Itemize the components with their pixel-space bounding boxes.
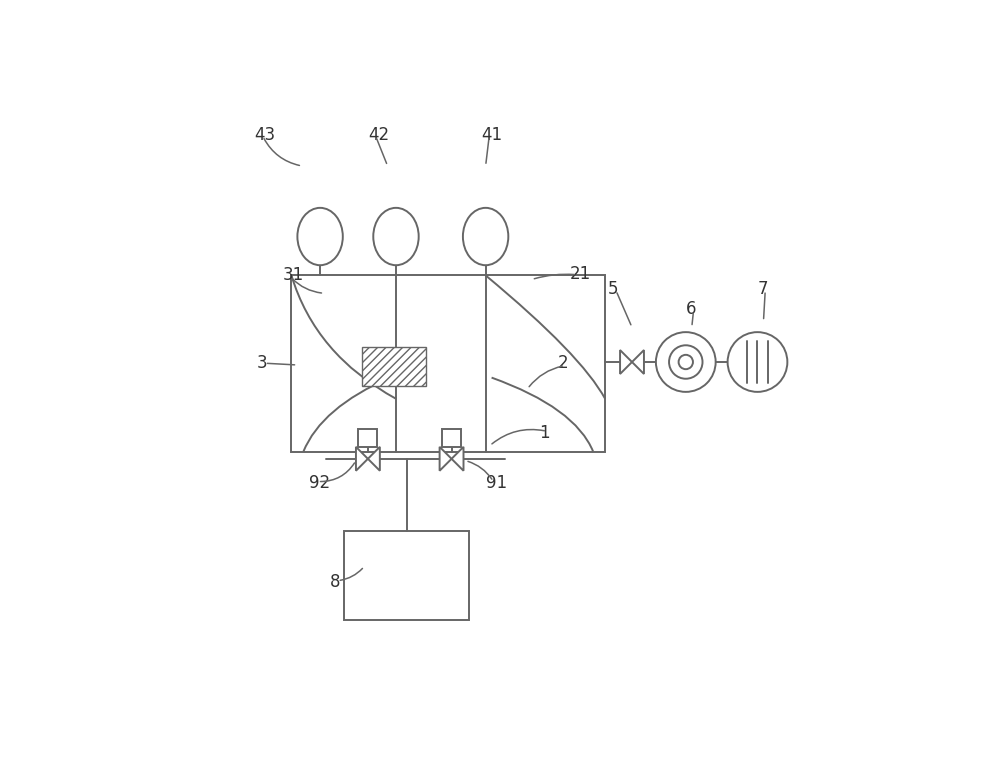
Circle shape bbox=[669, 345, 703, 379]
Text: 21: 21 bbox=[569, 265, 591, 282]
Polygon shape bbox=[356, 447, 368, 471]
Text: 6: 6 bbox=[686, 300, 696, 318]
Polygon shape bbox=[440, 447, 452, 471]
Circle shape bbox=[679, 355, 693, 369]
Ellipse shape bbox=[297, 208, 343, 265]
Text: 3: 3 bbox=[257, 354, 267, 372]
Text: 42: 42 bbox=[368, 126, 389, 144]
Text: 5: 5 bbox=[608, 280, 619, 298]
Text: 1: 1 bbox=[539, 424, 550, 442]
Text: 43: 43 bbox=[254, 126, 275, 144]
Ellipse shape bbox=[463, 208, 508, 265]
Polygon shape bbox=[452, 447, 464, 471]
Bar bbox=[344, 531, 469, 620]
Ellipse shape bbox=[373, 208, 419, 265]
Text: 31: 31 bbox=[282, 266, 304, 284]
Text: 92: 92 bbox=[309, 473, 330, 492]
Circle shape bbox=[728, 332, 787, 392]
Text: 8: 8 bbox=[330, 573, 340, 591]
Bar bbox=[291, 275, 605, 452]
Polygon shape bbox=[368, 447, 380, 471]
Text: 41: 41 bbox=[481, 126, 503, 144]
Circle shape bbox=[656, 332, 716, 392]
Bar bbox=[358, 429, 377, 447]
Text: 2: 2 bbox=[557, 354, 568, 372]
Bar bbox=[362, 347, 426, 386]
Text: 91: 91 bbox=[486, 473, 507, 492]
Text: 7: 7 bbox=[757, 280, 768, 298]
Bar bbox=[442, 429, 461, 447]
Polygon shape bbox=[620, 350, 632, 374]
Polygon shape bbox=[632, 350, 644, 374]
